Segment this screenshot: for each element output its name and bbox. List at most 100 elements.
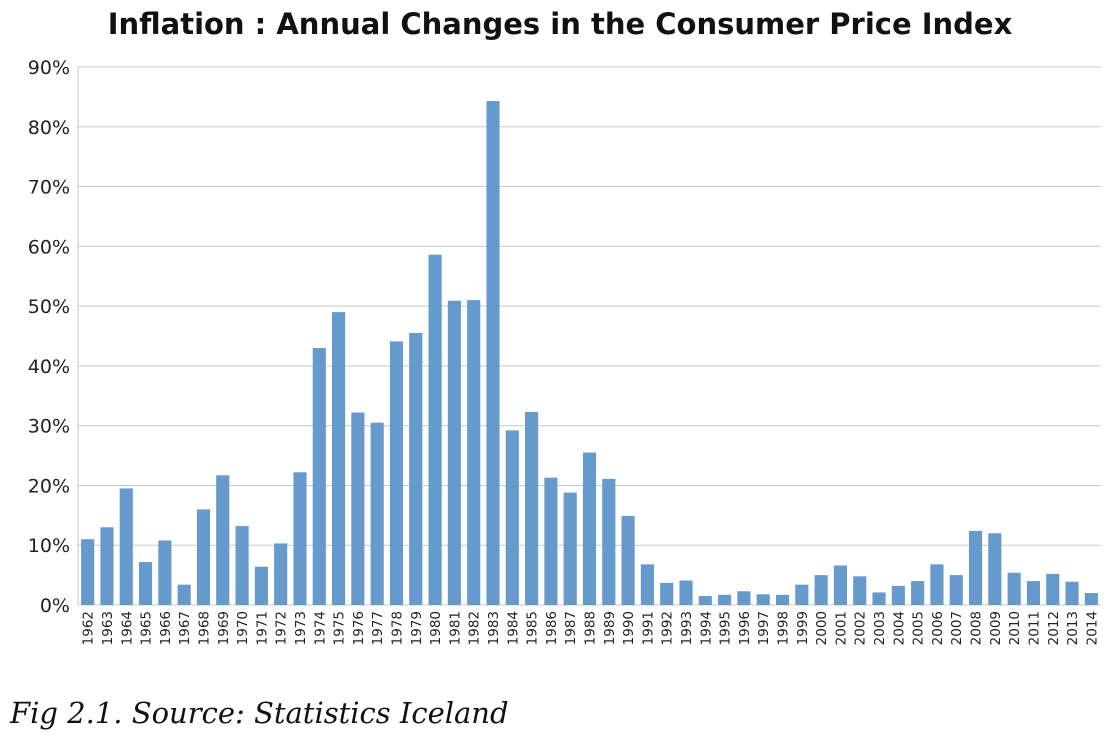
y-tick-label: 40% bbox=[28, 356, 70, 378]
bar-1968 bbox=[196, 509, 211, 605]
bar-1981 bbox=[447, 300, 461, 605]
x-tick-label: 2002 bbox=[853, 611, 869, 645]
bar-1976 bbox=[351, 412, 365, 605]
bar-1989 bbox=[602, 478, 616, 605]
x-tick-label: 2008 bbox=[969, 611, 985, 645]
bar-1991 bbox=[640, 564, 654, 605]
bar-2012 bbox=[1046, 573, 1060, 605]
bar-1965 bbox=[138, 561, 153, 605]
bar-2014 bbox=[1084, 593, 1098, 605]
x-tick-label: 1980 bbox=[428, 611, 444, 645]
x-tick-label: 1964 bbox=[119, 611, 135, 645]
bar-1988 bbox=[582, 452, 597, 605]
y-axis-tick-labels: 0% 10% 20% 30% 40% 50% 60% 70% 80% 90% bbox=[28, 57, 70, 617]
bar-1980 bbox=[428, 254, 442, 605]
bar-1969 bbox=[216, 475, 230, 605]
x-tick-label: 1965 bbox=[139, 611, 155, 645]
bar-1974 bbox=[312, 347, 326, 605]
bar-1984 bbox=[505, 430, 519, 605]
bar-2006 bbox=[930, 564, 944, 605]
bar-1972 bbox=[274, 543, 288, 605]
bar-1985 bbox=[525, 411, 539, 605]
y-tick-label: 80% bbox=[28, 117, 70, 139]
x-tick-label: 2011 bbox=[1026, 611, 1042, 645]
x-tick-label: 1972 bbox=[274, 611, 290, 645]
x-tick-label: 2001 bbox=[833, 611, 849, 645]
figure-caption: Fig 2.1. Source: Statistics Iceland bbox=[10, 696, 509, 730]
bar-1964 bbox=[119, 488, 133, 605]
bar-1997 bbox=[756, 594, 770, 605]
bar-1973 bbox=[293, 472, 307, 605]
bar-2011 bbox=[1026, 581, 1041, 605]
y-tick-label: 10% bbox=[28, 535, 70, 557]
x-tick-label: 2014 bbox=[1084, 611, 1100, 645]
bar-1977 bbox=[370, 422, 384, 605]
y-tick-label: 30% bbox=[28, 416, 70, 438]
x-tick-label: 1971 bbox=[254, 611, 270, 645]
bar-2010 bbox=[1007, 572, 1021, 605]
x-tick-label: 1970 bbox=[235, 611, 251, 645]
x-tick-label: 1966 bbox=[158, 611, 174, 645]
y-tick-label: 90% bbox=[28, 57, 70, 79]
x-tick-label: 1995 bbox=[718, 611, 734, 645]
x-tick-label: 1962 bbox=[81, 611, 97, 645]
bar-1994 bbox=[698, 596, 712, 605]
x-tick-label: 2006 bbox=[930, 611, 946, 645]
y-tick-label: 50% bbox=[28, 296, 70, 318]
x-tick-label: 1981 bbox=[447, 611, 463, 645]
x-tick-label: 2005 bbox=[911, 611, 927, 645]
bar-2008 bbox=[968, 530, 983, 605]
x-tick-label: 1999 bbox=[795, 611, 811, 645]
bar-1971 bbox=[254, 566, 268, 605]
x-tick-label: 1987 bbox=[563, 611, 579, 645]
bar-1962 bbox=[81, 539, 95, 605]
bar-2003 bbox=[872, 592, 886, 605]
y-tick-label: 70% bbox=[28, 177, 70, 199]
bar-1990 bbox=[621, 515, 635, 605]
bar-2013 bbox=[1065, 581, 1079, 605]
bar-1967 bbox=[177, 584, 191, 605]
chart-title: Inflation : Annual Changes in the Consum… bbox=[108, 7, 1013, 41]
x-tick-label: 1985 bbox=[525, 611, 541, 645]
x-tick-label: 1998 bbox=[776, 611, 792, 645]
x-tick-label: 1989 bbox=[602, 611, 618, 645]
bar-2007 bbox=[949, 575, 963, 605]
x-tick-label: 1991 bbox=[640, 611, 656, 645]
inflation-bar-chart: Inflation : Annual Changes in the Consum… bbox=[28, 7, 1101, 645]
y-tick-label: 0% bbox=[40, 595, 70, 617]
x-tick-label: 2010 bbox=[1007, 611, 1023, 645]
x-tick-label: 1977 bbox=[370, 611, 386, 645]
bar-1983 bbox=[486, 101, 500, 605]
bar-2001 bbox=[833, 565, 847, 605]
x-tick-label: 1968 bbox=[196, 611, 212, 645]
bar-1982 bbox=[467, 300, 481, 605]
bar-1979 bbox=[409, 333, 423, 605]
x-tick-label: 2003 bbox=[872, 611, 888, 645]
x-tick-label: 2004 bbox=[891, 611, 907, 645]
y-tick-label: 60% bbox=[28, 236, 70, 258]
x-tick-label: 1994 bbox=[698, 611, 714, 645]
x-tick-label: 1992 bbox=[660, 611, 676, 645]
bar-2004 bbox=[891, 585, 905, 605]
x-tick-label: 1982 bbox=[467, 611, 483, 645]
x-tick-label: 1967 bbox=[177, 611, 193, 645]
x-tick-label: 1984 bbox=[505, 611, 521, 645]
bar-1995 bbox=[718, 594, 732, 605]
bar-1978 bbox=[389, 341, 404, 605]
x-tick-label: 2000 bbox=[814, 611, 830, 645]
x-tick-label: 1988 bbox=[583, 611, 599, 645]
x-tick-label: 1990 bbox=[621, 611, 637, 645]
x-tick-label: 1997 bbox=[756, 611, 772, 645]
bar-1963 bbox=[100, 527, 114, 605]
x-tick-label: 2007 bbox=[949, 611, 965, 645]
bar-1992 bbox=[660, 582, 674, 605]
y-tick-label: 20% bbox=[28, 475, 70, 497]
x-tick-label: 1973 bbox=[293, 611, 309, 645]
bar-2000 bbox=[814, 575, 828, 605]
bar-1986 bbox=[544, 477, 558, 605]
x-tick-label: 1993 bbox=[679, 611, 695, 645]
bar-2002 bbox=[853, 576, 867, 605]
x-tick-label: 1983 bbox=[486, 611, 502, 645]
bar-1966 bbox=[158, 540, 172, 605]
x-tick-label: 1986 bbox=[544, 611, 560, 645]
